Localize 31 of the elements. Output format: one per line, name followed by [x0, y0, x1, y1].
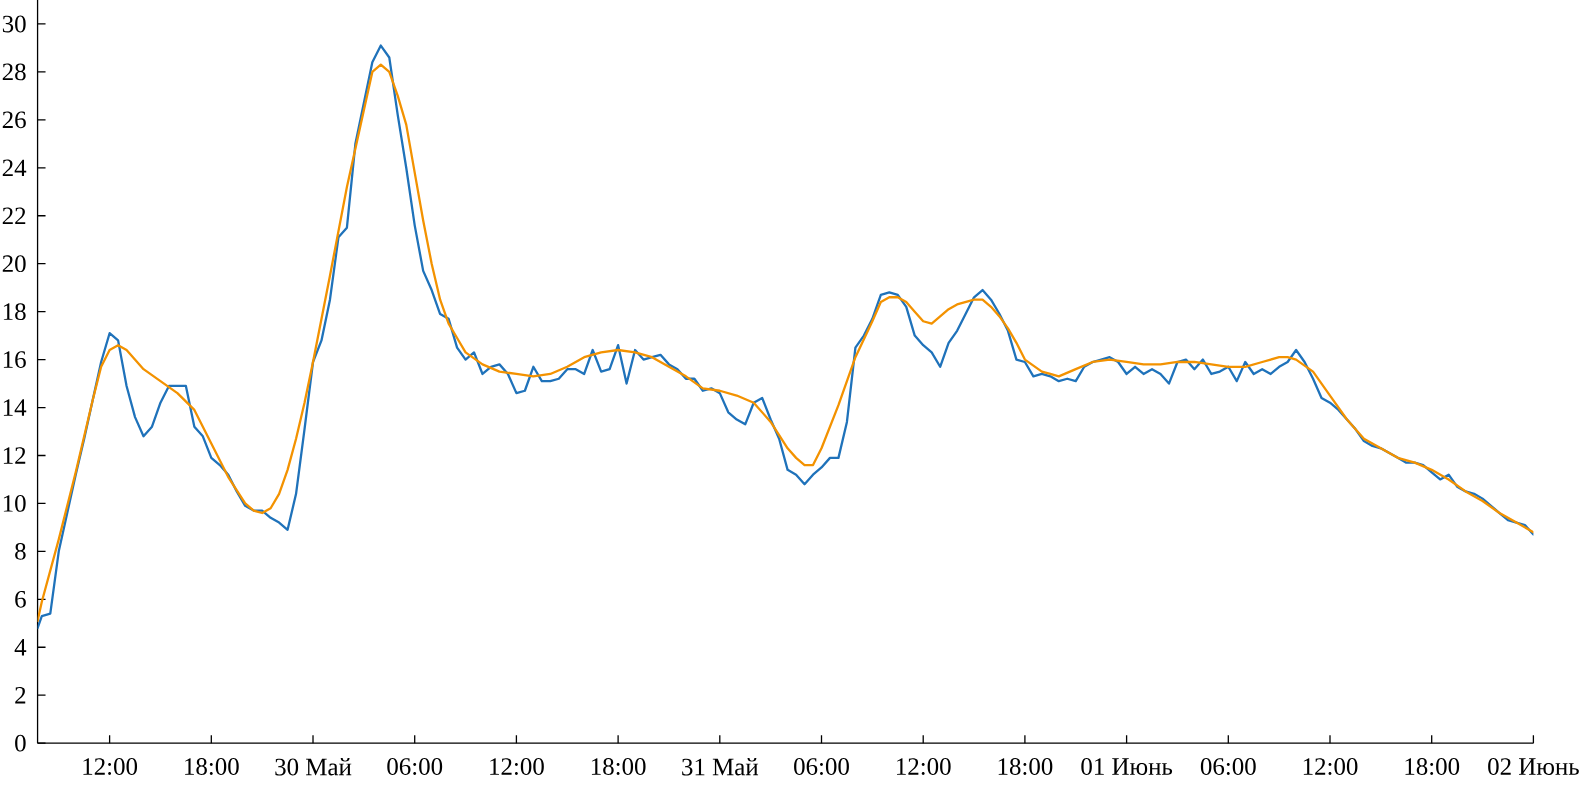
y-tick-label: 24 [2, 159, 27, 177]
y-tick-label: 28 [2, 63, 26, 81]
y-tick-label: 2 [15, 687, 26, 704]
y-tick-label: 0 [15, 734, 26, 752]
x-tick-label: 18:00 [591, 758, 646, 776]
x-tick-label: 06:00 [387, 758, 443, 776]
x-tick-label: 12:00 [490, 758, 544, 776]
x-tick-label: 18:00 [185, 758, 239, 776]
x-tick-label: 12:00 [83, 758, 138, 776]
y-tick-label: 12 [3, 447, 26, 464]
y-tick-label: 16 [3, 351, 26, 369]
x-tick-label: 18:00 [998, 758, 1053, 776]
x-tick-label: 12:00 [1303, 758, 1358, 776]
y-tick-label: 8 [15, 543, 26, 561]
y-tick-label: 26 [2, 111, 26, 129]
x-tick-label: 06:00 [1200, 758, 1256, 776]
x-tick-label: 06:00 [794, 758, 849, 776]
y-tick-label: 30 [2, 15, 26, 33]
y-tick-label: 22 [2, 207, 26, 225]
y-tick-label: 4 [14, 639, 27, 656]
y-tick-label: 10 [3, 495, 26, 513]
x-tick-label: 18:00 [1405, 758, 1460, 776]
x-tick-label: 02 Июнь [1488, 758, 1579, 776]
y-tick-label: 20 [2, 255, 26, 273]
x-tick-label: 12:00 [897, 758, 951, 776]
x-tick-label: 01 Июнь [1081, 758, 1173, 776]
y-tick-label: 6 [15, 591, 26, 608]
x-tick-label: 30 Май [275, 758, 352, 776]
y-tick-label: 18 [3, 303, 26, 321]
y-tick-label: 14 [3, 399, 27, 416]
x-tick-label: 31 Май [682, 758, 759, 776]
